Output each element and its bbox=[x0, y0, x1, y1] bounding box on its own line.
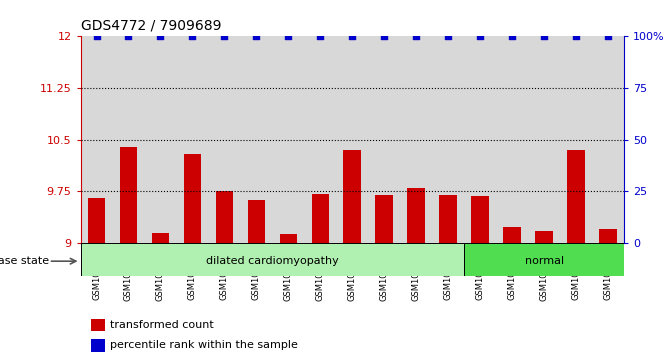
Text: disease state: disease state bbox=[0, 256, 49, 266]
Bar bbox=[184, 154, 201, 243]
Bar bbox=[81, 36, 113, 243]
Bar bbox=[535, 231, 553, 243]
Point bbox=[379, 33, 390, 39]
Point bbox=[475, 33, 486, 39]
Point bbox=[443, 33, 454, 39]
Bar bbox=[464, 243, 624, 276]
Bar bbox=[311, 193, 329, 243]
Bar bbox=[344, 150, 361, 243]
Bar bbox=[152, 233, 169, 243]
Bar bbox=[280, 234, 297, 243]
Text: GDS4772 / 7909689: GDS4772 / 7909689 bbox=[81, 19, 221, 32]
Text: transformed count: transformed count bbox=[111, 320, 214, 330]
Bar bbox=[440, 195, 457, 243]
Bar bbox=[496, 36, 528, 243]
Point bbox=[283, 33, 294, 39]
Point bbox=[187, 33, 198, 39]
Point bbox=[315, 33, 325, 39]
Bar bbox=[119, 147, 138, 243]
Bar bbox=[592, 36, 624, 243]
Point bbox=[155, 33, 166, 39]
Bar bbox=[88, 198, 105, 243]
Bar bbox=[144, 36, 176, 243]
Bar bbox=[91, 319, 105, 331]
Bar bbox=[471, 196, 489, 243]
Point bbox=[91, 33, 102, 39]
Text: dilated cardiomyopathy: dilated cardiomyopathy bbox=[206, 256, 339, 266]
Point bbox=[603, 33, 613, 39]
Point bbox=[123, 33, 134, 39]
Bar bbox=[305, 36, 336, 243]
Bar bbox=[407, 188, 425, 243]
Bar bbox=[248, 200, 265, 243]
Bar bbox=[464, 36, 496, 243]
Point bbox=[251, 33, 262, 39]
Bar bbox=[336, 36, 368, 243]
Bar bbox=[400, 36, 432, 243]
Point bbox=[539, 33, 550, 39]
Text: percentile rank within the sample: percentile rank within the sample bbox=[111, 340, 299, 350]
Bar bbox=[113, 36, 144, 243]
Bar bbox=[528, 36, 560, 243]
Point bbox=[507, 33, 517, 39]
Bar bbox=[503, 227, 521, 243]
Bar bbox=[560, 36, 592, 243]
Bar bbox=[368, 36, 400, 243]
Bar bbox=[240, 36, 272, 243]
Bar bbox=[215, 192, 234, 243]
Bar bbox=[432, 36, 464, 243]
Point bbox=[347, 33, 358, 39]
Point bbox=[219, 33, 229, 39]
Bar bbox=[81, 243, 464, 276]
Bar bbox=[209, 36, 240, 243]
Bar bbox=[176, 36, 209, 243]
Bar bbox=[91, 339, 105, 352]
Point bbox=[571, 33, 582, 39]
Bar bbox=[567, 150, 585, 243]
Point bbox=[411, 33, 421, 39]
Bar bbox=[272, 36, 305, 243]
Text: normal: normal bbox=[525, 256, 564, 266]
Bar bbox=[376, 195, 393, 243]
Bar bbox=[599, 229, 617, 243]
